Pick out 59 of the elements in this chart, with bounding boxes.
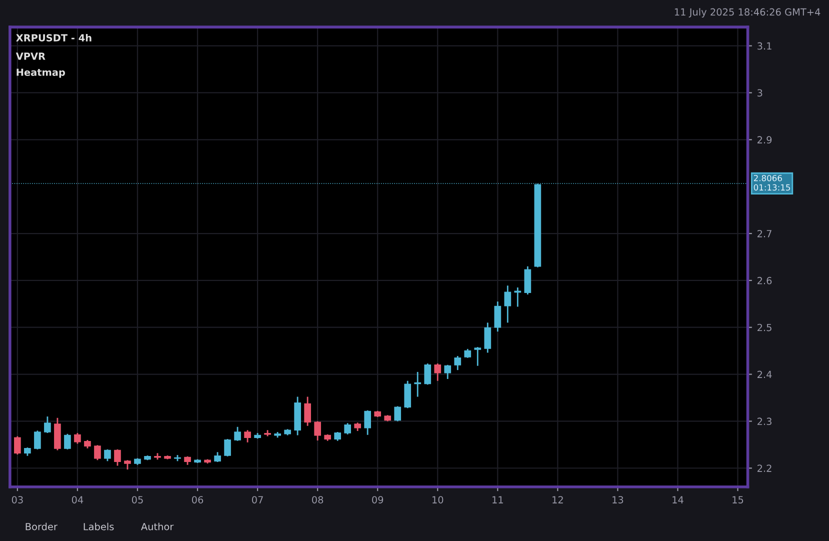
candlestick (94, 444, 101, 461)
candlestick (64, 433, 71, 450)
candlestick (44, 416, 51, 434)
text: Border (26, 522, 58, 530)
candlestick (484, 322, 492, 354)
candlestick (444, 364, 452, 380)
candlestick (314, 420, 321, 442)
x-tick-label: 12 (552, 496, 563, 504)
y-tick-label: 2.7 (758, 230, 772, 238)
candlestick (414, 371, 422, 398)
y-tick-label: 2.6 (758, 276, 772, 284)
x-tick-label: 06 (192, 496, 204, 504)
x-tick-label: 10 (432, 496, 444, 504)
x-tick-label: 11 (492, 496, 503, 504)
x-tick-label: 08 (312, 496, 324, 504)
y-tick-label: 2.2 (758, 464, 772, 472)
y-tick-label: 2.5 (758, 324, 772, 332)
candlestick (74, 432, 81, 444)
x-tick-label: 09 (372, 496, 384, 504)
text: XRPUSDT - 4h (16, 34, 92, 42)
text: VPVR Heatmap (16, 52, 66, 78)
ref-line-label: 2.8066 01:13:15 (754, 174, 790, 191)
candlestick (344, 422, 352, 436)
candlestick (524, 266, 532, 296)
x-tick-label: 03 (12, 496, 23, 504)
y-tick-label: 2.4 (758, 370, 772, 378)
candlestick (34, 430, 41, 450)
candlestick (494, 300, 502, 332)
candlestick (364, 410, 372, 436)
text: Labels (84, 522, 114, 530)
candlestick (404, 380, 412, 409)
candlestick (304, 396, 311, 427)
candlestick (104, 448, 111, 462)
candlestick (14, 436, 21, 456)
candlestick (514, 286, 522, 308)
y-tick-label: 2.9 (758, 136, 772, 144)
candlestick (214, 451, 221, 463)
x-tick-label: 13 (612, 496, 624, 504)
candlestick (234, 426, 241, 442)
candlestick (434, 362, 442, 382)
x-tick-label: 04 (72, 496, 84, 504)
candlestick (424, 362, 432, 386)
text: Author (141, 522, 174, 530)
candlestick (504, 284, 512, 324)
x-tick-label: 05 (132, 496, 143, 504)
x-tick-label: 15 (732, 496, 744, 504)
text: 11 July 2025 18:46:26 GMT+4 (674, 8, 820, 18)
candlestick (474, 346, 482, 367)
x-tick-label: 14 (672, 496, 684, 504)
candlestick (114, 448, 121, 466)
y-tick-label: 3.1 (758, 42, 772, 50)
candlestick (454, 355, 462, 371)
y-tick-label: 3 (758, 89, 762, 97)
candlestick (244, 429, 251, 444)
candlestick (394, 405, 402, 422)
x-tick-label: 07 (252, 496, 263, 504)
candlestick (224, 438, 231, 458)
candlestick (124, 459, 131, 470)
y-tick-label: 2.3 (758, 418, 772, 426)
